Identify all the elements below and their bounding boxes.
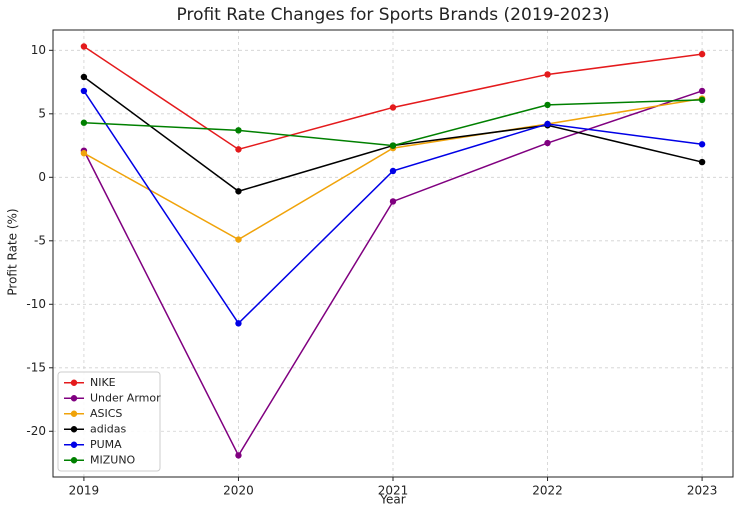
data-point: [698, 141, 706, 148]
x-tick-label: 2021: [378, 484, 409, 498]
data-point: [544, 120, 551, 128]
data-point: [698, 158, 706, 166]
data-point: [80, 87, 88, 95]
data-point: [544, 101, 551, 109]
legend-marker: [70, 426, 78, 433]
data-point: [235, 320, 242, 327]
data-point: [698, 87, 706, 95]
x-axis-label: Year: [379, 493, 405, 507]
data-point: [235, 127, 242, 134]
data-point: [389, 142, 397, 149]
data-point: [235, 188, 242, 195]
x-tick-label: 2022: [532, 484, 563, 498]
legend-label: ASICS: [90, 407, 122, 420]
legend-label: PUMA: [90, 438, 122, 451]
data-point: [698, 50, 706, 58]
data-point: [389, 167, 397, 175]
data-point: [235, 236, 242, 243]
legend-label: MIZUNO: [90, 453, 136, 466]
legend-marker: [70, 441, 78, 448]
legend-label: adidas: [90, 422, 127, 435]
x-tick-label: 2023: [687, 484, 718, 498]
data-point: [698, 96, 706, 104]
data-point: [389, 198, 397, 205]
data-point: [544, 139, 551, 147]
legend-box: [57, 371, 161, 472]
data-point: [80, 119, 88, 126]
y-tick-label: -10: [26, 297, 46, 311]
y-tick-label: -15: [26, 360, 46, 374]
y-tick-label: 5: [38, 106, 46, 120]
legend-marker: [70, 379, 78, 386]
y-tick-label: 10: [31, 43, 46, 57]
plot-frame: [52, 29, 734, 478]
y-tick-label: 0: [38, 170, 46, 184]
data-point: [80, 149, 88, 157]
legend-marker: [70, 410, 78, 417]
data-point: [389, 104, 397, 111]
legend-marker: [70, 395, 78, 402]
legend-marker: [70, 457, 78, 464]
data-point: [235, 452, 242, 459]
legend: NIKE Under Armor ASICS adidas PUMA MIZUNO: [57, 371, 161, 472]
legend-label: Under Armor: [90, 391, 161, 404]
data-point: [235, 146, 242, 153]
x-tick-label: 2020: [223, 484, 254, 498]
y-tick-label: -5: [34, 233, 46, 247]
y-tick-label: -20: [26, 424, 46, 438]
y-axis-label: Profit Rate (%): [6, 208, 20, 295]
chart-title: Profit Rate Changes for Sports Brands (2…: [177, 5, 610, 25]
data-point: [80, 73, 88, 81]
x-tick-label: 2019: [69, 484, 100, 498]
legend-label: NIKE: [90, 376, 116, 389]
data-point: [80, 43, 88, 50]
data-point: [544, 71, 551, 78]
